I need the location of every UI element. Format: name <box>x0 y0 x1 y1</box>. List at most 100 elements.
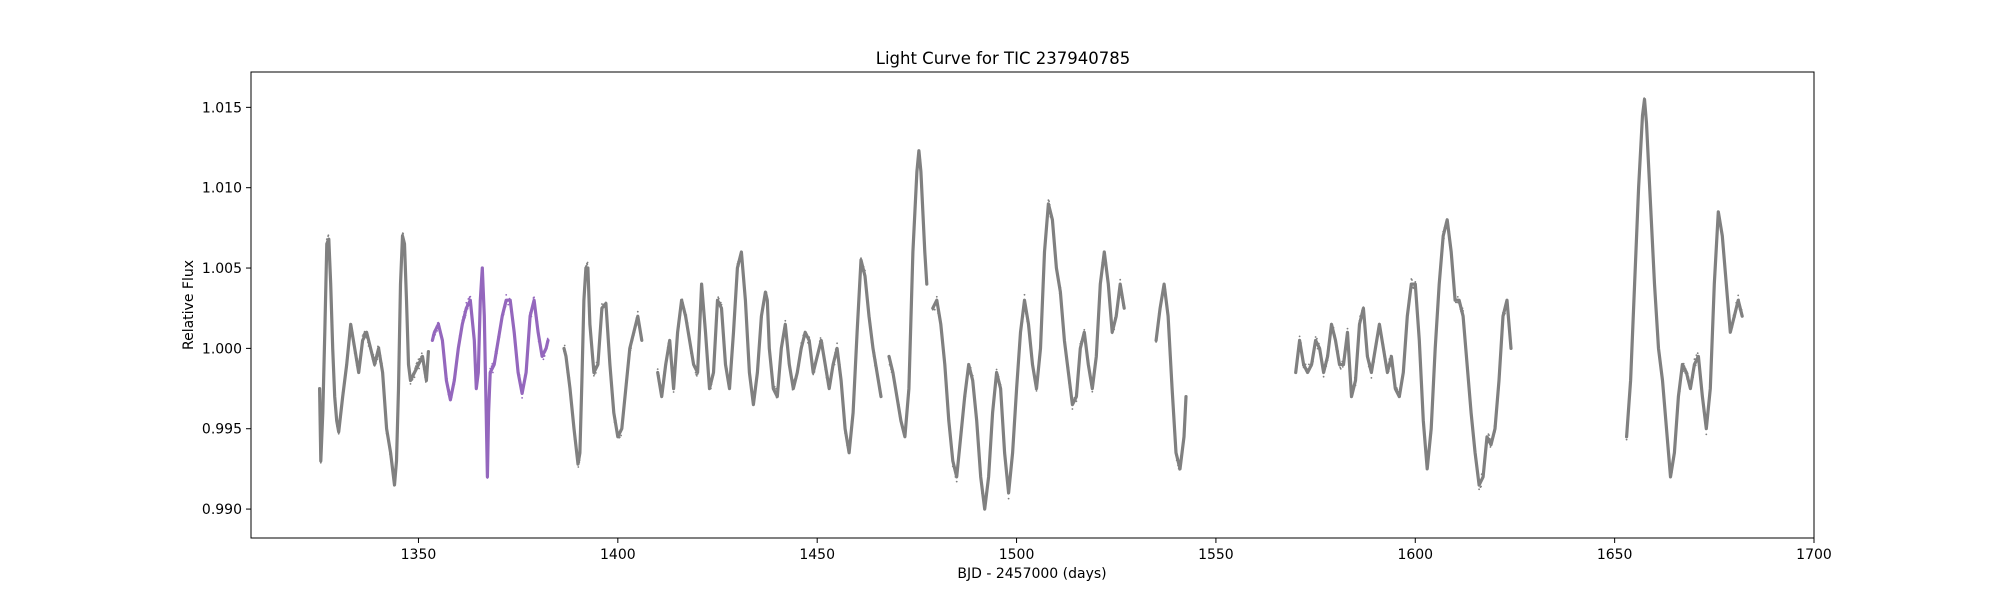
data-point <box>843 425 846 428</box>
data-point <box>691 353 694 356</box>
data-point <box>1651 238 1654 241</box>
data-point <box>599 321 602 324</box>
series-1-segment-0 <box>430 266 550 479</box>
data-point <box>876 373 879 376</box>
data-point <box>365 335 367 338</box>
data-point <box>1364 329 1367 332</box>
data-point <box>965 388 967 391</box>
data-point <box>1088 365 1090 367</box>
data-point <box>329 284 332 286</box>
data-point <box>354 352 357 355</box>
data-point <box>735 287 737 289</box>
y-tick-label: 1.015 <box>202 100 242 116</box>
data-point <box>1042 278 1044 281</box>
data-point <box>632 334 635 336</box>
data-point <box>1376 334 1379 337</box>
data-point <box>1179 460 1182 463</box>
data-point <box>427 353 429 356</box>
data-point <box>404 266 407 268</box>
data-point <box>381 370 384 373</box>
data-point <box>1409 284 1412 287</box>
data-point <box>458 335 461 337</box>
data-point <box>1395 387 1398 389</box>
data-point <box>686 322 689 324</box>
data-point <box>790 373 793 376</box>
data-point <box>981 492 983 495</box>
data-point <box>1442 230 1445 233</box>
data-point <box>1627 412 1630 414</box>
data-point <box>1502 311 1504 314</box>
data-point <box>728 384 731 386</box>
data-point <box>751 396 754 399</box>
data-point <box>743 294 746 296</box>
data-point <box>1714 260 1717 263</box>
data-point <box>1120 284 1122 287</box>
data-point <box>541 355 543 358</box>
data-point <box>528 330 531 333</box>
data-point <box>1464 346 1467 348</box>
data-point <box>824 368 827 371</box>
data-point <box>950 447 953 450</box>
data-point <box>1075 400 1078 403</box>
data-point <box>1395 390 1397 392</box>
data-point <box>1071 408 1074 410</box>
data-point <box>751 392 753 394</box>
data-point <box>435 325 438 328</box>
data-point <box>1023 302 1025 305</box>
data-point <box>745 308 747 311</box>
data-point <box>994 389 997 392</box>
data-point <box>688 334 690 337</box>
data-point <box>892 378 895 381</box>
data-point <box>379 360 381 363</box>
data-point <box>665 363 668 366</box>
data-point <box>1053 245 1056 248</box>
data-point <box>1637 190 1640 193</box>
data-point <box>848 448 850 451</box>
data-point <box>738 258 741 261</box>
data-point <box>971 374 974 377</box>
data-point <box>627 358 630 361</box>
data-point <box>875 365 878 367</box>
data-point <box>1462 310 1464 312</box>
data-point <box>699 316 702 319</box>
data-point <box>516 362 519 364</box>
data-point <box>1037 366 1040 369</box>
data-point <box>1435 338 1437 340</box>
data-point <box>1421 394 1423 396</box>
data-point <box>755 375 758 378</box>
data-point <box>777 384 780 386</box>
series-0-segment-2 <box>656 250 883 455</box>
data-point <box>626 364 629 367</box>
data-point <box>438 325 441 328</box>
data-point <box>1006 476 1009 479</box>
data-point <box>864 269 866 272</box>
data-point <box>410 375 413 378</box>
data-point <box>957 460 959 462</box>
data-point <box>803 332 806 335</box>
data-point <box>564 351 567 353</box>
data-point <box>697 358 700 361</box>
data-point <box>973 401 976 403</box>
data-point <box>1363 316 1365 319</box>
data-point <box>1419 365 1422 367</box>
data-point <box>513 333 516 336</box>
series-0-segment-7 <box>1624 97 1744 479</box>
data-point <box>753 396 756 399</box>
data-point <box>488 389 491 392</box>
data-point <box>1309 366 1312 369</box>
data-point <box>616 435 619 437</box>
data-point <box>1334 339 1337 342</box>
data-point <box>953 466 956 469</box>
data-point <box>1676 404 1679 407</box>
data-point <box>955 468 957 471</box>
data-point <box>403 251 406 254</box>
data-point <box>1025 312 1027 315</box>
data-point <box>453 383 456 386</box>
data-point <box>678 325 680 328</box>
data-point <box>1000 399 1003 402</box>
data-point <box>1097 316 1100 319</box>
data-point <box>861 268 864 270</box>
data-point <box>1095 353 1098 356</box>
data-point <box>513 341 516 344</box>
data-point <box>588 306 591 308</box>
